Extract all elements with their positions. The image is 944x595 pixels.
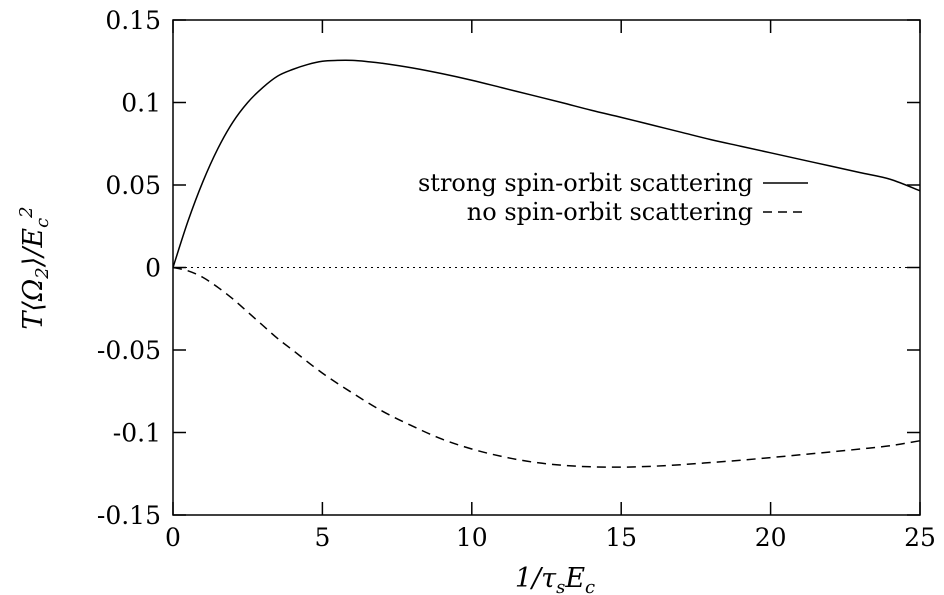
series-layer bbox=[172, 59, 921, 468]
series-line-no-spin-orbit bbox=[172, 266, 921, 468]
x-tick-label: 0 bbox=[165, 523, 181, 552]
x-tick-label: 15 bbox=[605, 523, 637, 552]
x-tick-label: 25 bbox=[904, 523, 936, 552]
y-tick-label: 0.1 bbox=[121, 89, 161, 118]
legend-label: no spin-orbit scattering bbox=[467, 198, 753, 226]
y-tick-label: 0.15 bbox=[105, 6, 161, 35]
x-tick-label: 10 bbox=[456, 523, 488, 552]
x-axis-title: 1/τsEc bbox=[515, 563, 595, 595]
legend-label: strong spin-orbit scattering bbox=[418, 169, 753, 197]
y-tick-label: -0.15 bbox=[97, 501, 161, 530]
plot-frame bbox=[172, 19, 921, 516]
y-tick-label: 0 bbox=[145, 254, 161, 283]
x-tick-label: 20 bbox=[755, 523, 787, 552]
y-tick-label: -0.05 bbox=[97, 336, 161, 365]
y-tick-label: -0.1 bbox=[113, 419, 161, 448]
tick-labels-layer: 0 5 10 15 20 25 -0.15 -0.1 -0.05 0 0.05 0.1 0.15 bbox=[97, 6, 936, 552]
y-tick-label: 0.05 bbox=[105, 171, 161, 200]
x-tick-label: 5 bbox=[314, 523, 330, 552]
series-line-strong-spin-orbit bbox=[172, 59, 921, 268]
